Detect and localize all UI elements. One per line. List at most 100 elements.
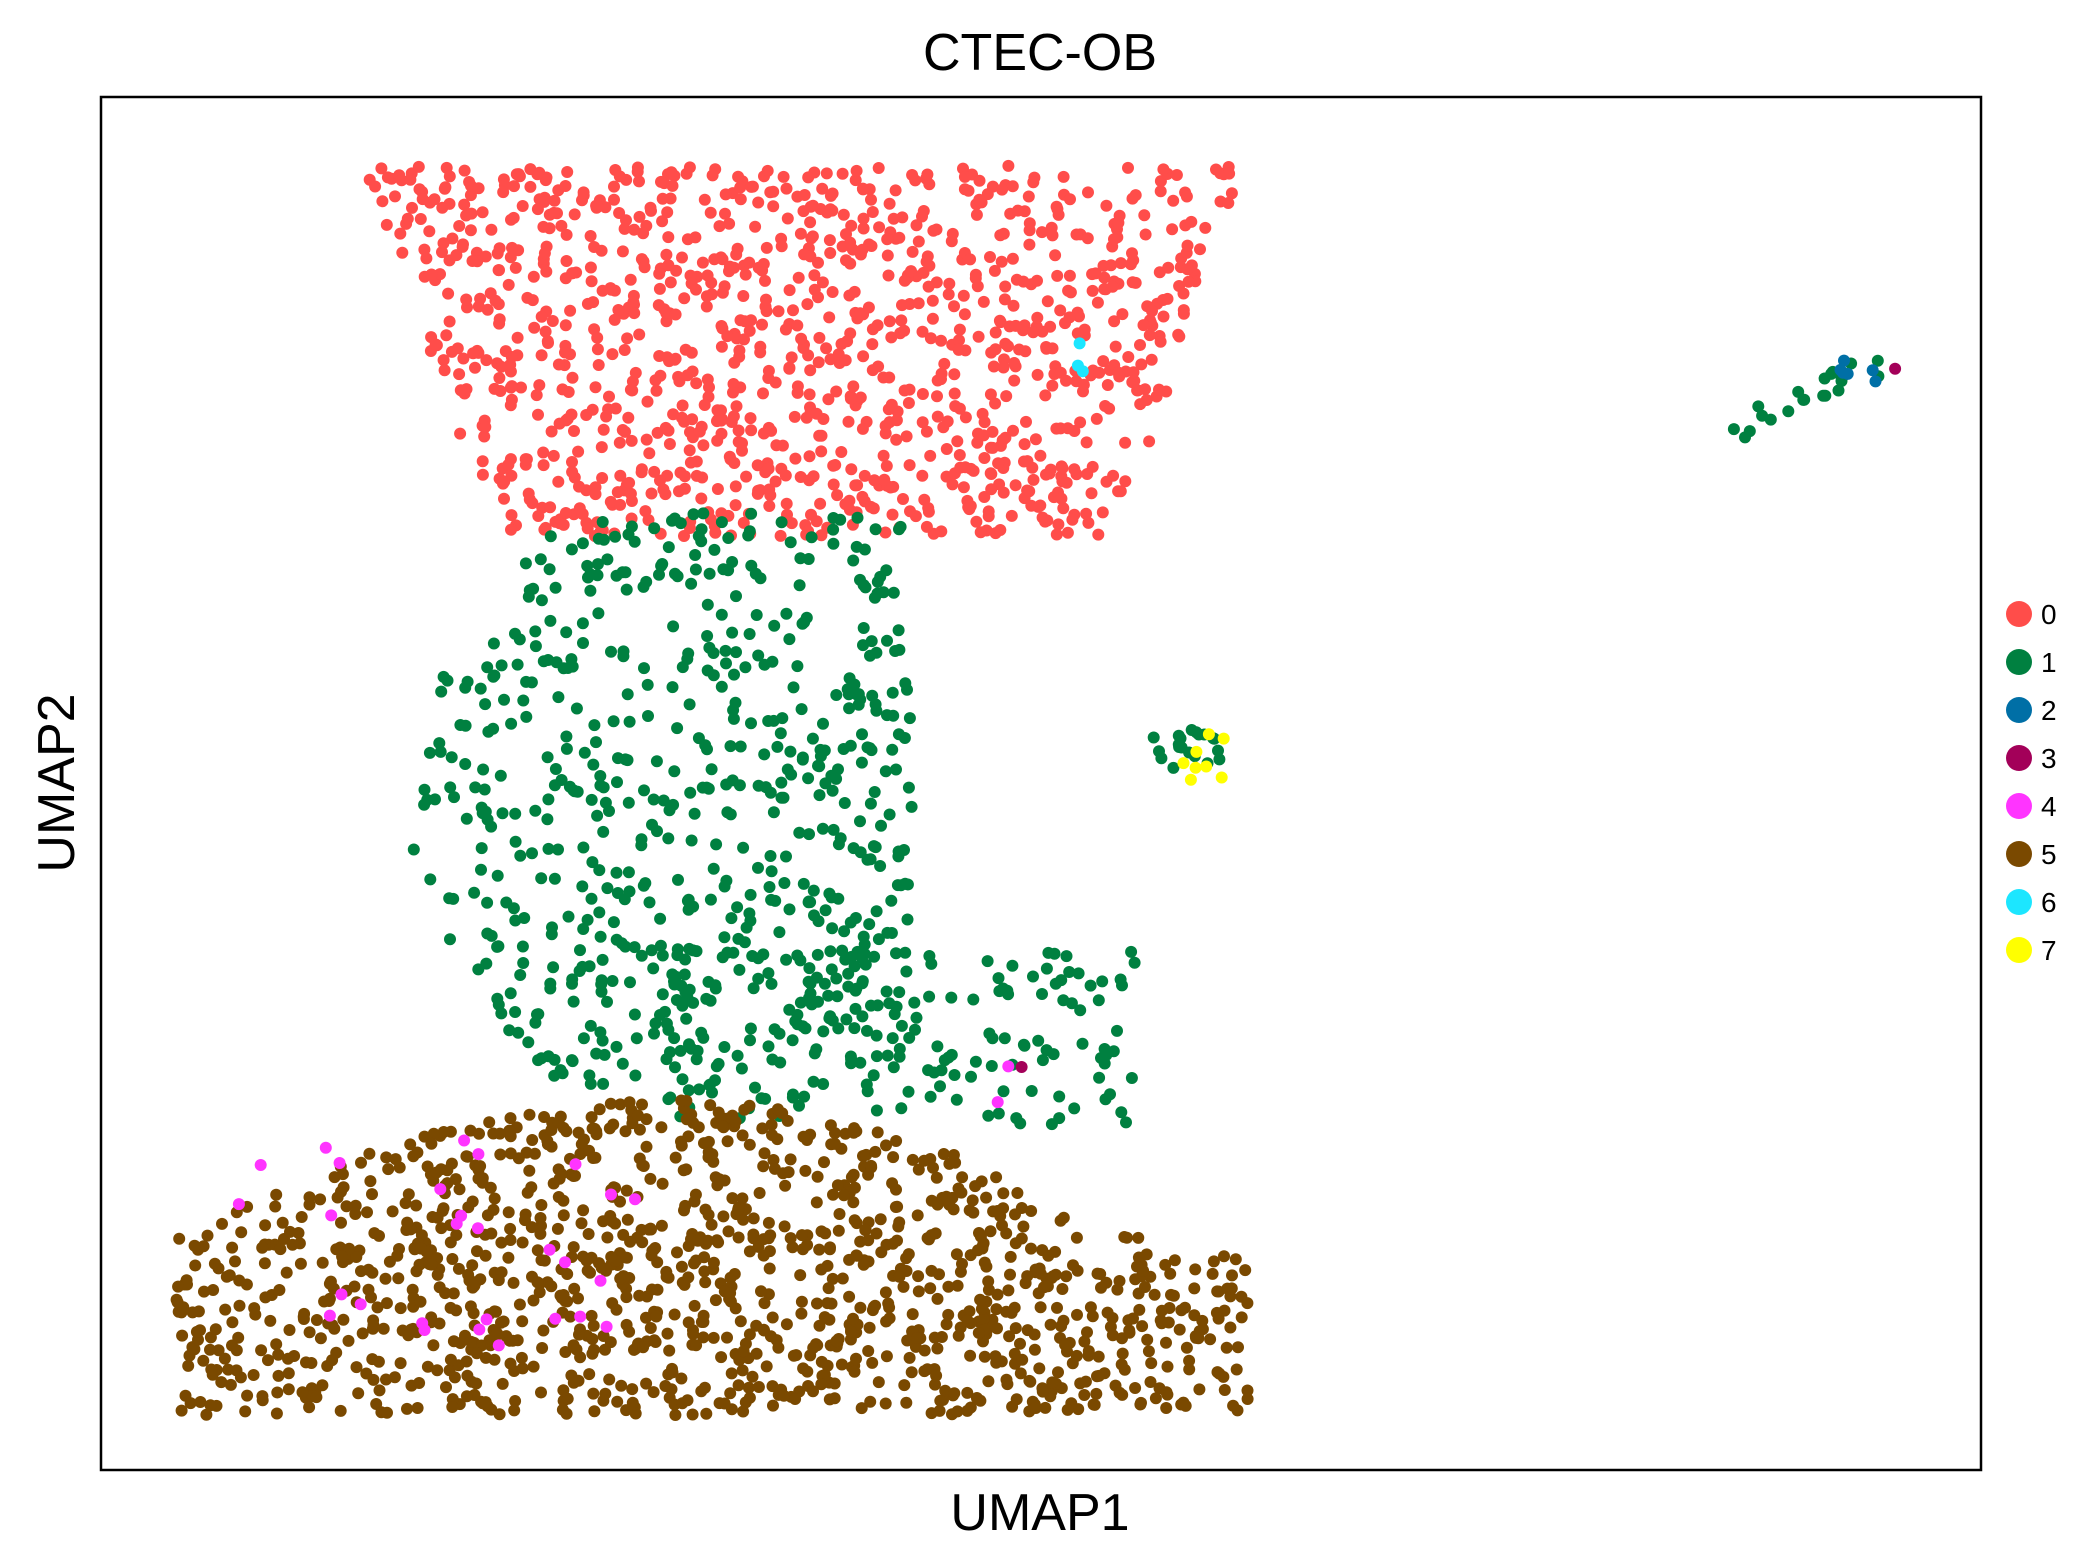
scatter-point-cluster-1 — [997, 982, 1010, 995]
scatter-point-cluster-5 — [781, 1114, 794, 1127]
scatter-point-cluster-5 — [201, 1229, 214, 1242]
scatter-point-cluster-5 — [644, 1172, 657, 1185]
scatter-point-cluster-5 — [1082, 1345, 1095, 1358]
scatter-point-cluster-5 — [1042, 1249, 1055, 1262]
scatter-point-cluster-5 — [836, 1272, 849, 1285]
scatter-point-cluster-1 — [883, 808, 896, 821]
scatter-point-cluster-0 — [1025, 499, 1038, 512]
scatter-point-cluster-5 — [425, 1316, 438, 1329]
scatter-point-cluster-5 — [595, 1261, 608, 1274]
scatter-point-cluster-5 — [866, 1356, 879, 1369]
scatter-point-cluster-1 — [992, 1107, 1005, 1120]
scatter-point-cluster-0 — [857, 212, 870, 225]
scatter-point-cluster-1 — [1185, 724, 1198, 736]
scatter-point-cluster-1 — [734, 740, 747, 753]
scatter-point-cluster-0 — [808, 283, 821, 296]
scatter-point-cluster-1 — [687, 508, 700, 521]
scatter-point-cluster-5 — [582, 1228, 595, 1240]
scatter-point-cluster-5 — [479, 1351, 492, 1364]
scatter-point-cluster-0 — [613, 170, 626, 183]
scatter-point-cluster-0 — [898, 384, 911, 397]
scatter-point-cluster-5 — [366, 1266, 379, 1279]
scatter-point-cluster-1 — [778, 877, 791, 889]
scatter-point-cluster-0 — [923, 178, 936, 191]
legend-item-5: 5 — [2006, 839, 2057, 870]
scatter-point-cluster-0 — [942, 288, 955, 301]
scatter-point-cluster-4 — [472, 1148, 485, 1161]
scatter-point-cluster-0 — [1181, 239, 1194, 252]
scatter-point-cluster-0 — [1140, 394, 1153, 406]
scatter-point-cluster-5 — [557, 1194, 570, 1207]
scatter-point-cluster-1 — [1116, 979, 1128, 992]
scatter-point-cluster-5 — [640, 1377, 653, 1390]
scatter-point-cluster-1 — [738, 936, 751, 949]
scatter-point-cluster-5 — [337, 1181, 350, 1194]
legend-marker-1 — [2006, 649, 2032, 675]
scatter-point-cluster-0 — [1146, 305, 1158, 317]
scatter-point-cluster-5 — [732, 1379, 745, 1392]
scatter-point-cluster-5 — [956, 1257, 968, 1270]
scatter-point-cluster-0 — [826, 286, 839, 298]
scatter-point-cluster-0 — [412, 160, 425, 173]
scatter-point-cluster-1 — [622, 866, 635, 879]
scatter-point-cluster-0 — [958, 183, 971, 196]
scatter-point-cluster-5 — [903, 1351, 916, 1364]
scatter-point-cluster-5 — [929, 1227, 942, 1240]
scatter-point-cluster-1 — [560, 730, 573, 743]
scatter-point-cluster-0 — [559, 346, 571, 359]
scatter-point-cluster-0 — [404, 173, 417, 186]
scatter-point-cluster-5 — [1137, 1264, 1150, 1277]
scatter-point-cluster-1 — [481, 927, 494, 940]
scatter-point-cluster-1 — [747, 982, 760, 995]
scatter-point-cluster-6 — [1073, 337, 1086, 350]
scatter-point-cluster-0 — [922, 280, 935, 293]
scatter-point-cluster-1 — [1096, 975, 1109, 988]
scatter-point-cluster-0 — [762, 372, 775, 384]
scatter-point-cluster-5 — [869, 1299, 882, 1312]
scatter-point-cluster-1 — [744, 1034, 756, 1047]
scatter-point-cluster-0 — [596, 472, 609, 484]
scatter-point-cluster-5 — [495, 1236, 508, 1249]
scatter-point-cluster-0 — [743, 324, 756, 337]
scatter-point-cluster-0 — [703, 381, 715, 394]
scatter-point-cluster-0 — [442, 287, 455, 300]
scatter-point-cluster-1 — [671, 722, 684, 735]
scatter-point-cluster-5 — [271, 1386, 284, 1399]
scatter-point-cluster-1 — [945, 991, 958, 1004]
scatter-point-cluster-0 — [1177, 287, 1190, 300]
scatter-point-cluster-0 — [681, 369, 694, 382]
scatter-point-cluster-0 — [886, 508, 899, 521]
scatter-point-cluster-1 — [992, 972, 1005, 985]
scatter-point-cluster-5 — [955, 1186, 968, 1199]
scatter-point-cluster-5 — [230, 1344, 243, 1357]
scatter-point-cluster-5 — [283, 1324, 296, 1336]
scatter-point-cluster-5 — [712, 1106, 725, 1119]
scatter-point-cluster-5 — [930, 1171, 943, 1184]
scatter-point-cluster-5 — [697, 1309, 710, 1322]
scatter-point-cluster-1 — [544, 614, 557, 627]
scatter-point-cluster-5 — [1057, 1211, 1070, 1224]
scatter-point-cluster-0 — [454, 384, 467, 397]
scatter-point-cluster-5 — [807, 1385, 819, 1398]
scatter-point-cluster-5 — [646, 1283, 658, 1296]
scatter-point-cluster-5 — [184, 1397, 197, 1410]
scatter-point-cluster-4 — [434, 1183, 447, 1196]
scatter-point-cluster-5 — [887, 1151, 900, 1164]
scatter-point-cluster-0 — [1056, 462, 1069, 475]
scatter-point-cluster-5 — [668, 1308, 681, 1321]
scatter-point-cluster-5 — [1136, 1320, 1149, 1333]
scatter-point-cluster-5 — [738, 1103, 751, 1116]
scatter-point-cluster-0 — [437, 354, 450, 367]
scatter-point-cluster-1 — [742, 529, 755, 542]
scatter-point-cluster-1 — [849, 984, 862, 997]
scatter-point-cluster-5 — [433, 1281, 446, 1294]
scatter-point-cluster-1 — [593, 906, 606, 919]
scatter-point-cluster-5 — [300, 1356, 312, 1369]
scatter-point-cluster-0 — [866, 323, 879, 336]
scatter-point-cluster-5 — [470, 1347, 483, 1360]
scatter-point-cluster-1 — [806, 732, 819, 745]
scatter-point-cluster-0 — [924, 449, 937, 462]
scatter-point-cluster-1 — [886, 1032, 899, 1045]
scatter-point-cluster-0 — [1009, 319, 1022, 332]
scatter-point-cluster-1 — [671, 943, 684, 956]
